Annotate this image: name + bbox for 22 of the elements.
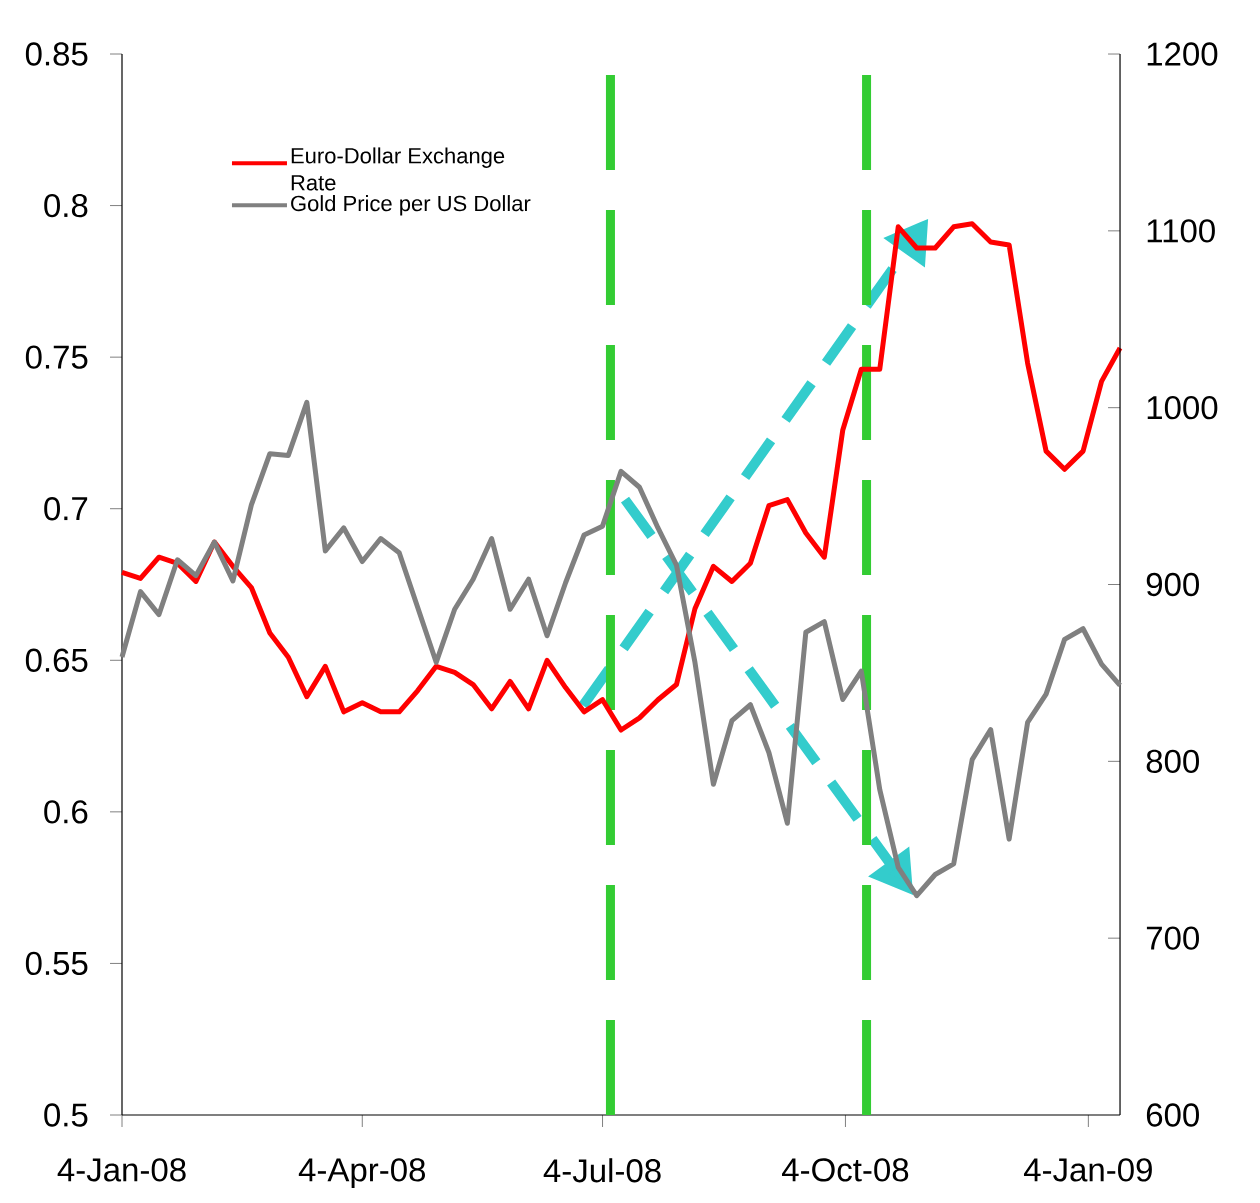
y2-tick-label: 900 [1146,572,1199,597]
x-tick-label: 4-Jul-08 [543,1158,661,1183]
y2-tick-label: 1000 [1147,395,1218,420]
legend-label: Gold Price per US Dollar [291,195,531,216]
y-tick-label: 0.65 [25,648,88,672]
y2-tick-label: 600 [1146,1103,1199,1127]
y2-tick-label: 700 [1146,926,1199,950]
y-tick-label: 0.7 [44,497,88,521]
y-tick-label: 0.5 [44,1103,88,1127]
x-tick-label: 4-Oct-08 [782,1158,909,1182]
y-tick-label: 0.55 [25,951,88,976]
y-tick-label: 0.6 [44,800,88,824]
y2-tick-label: 1200 [1147,42,1218,66]
x-tick-label: 4-Apr-08 [298,1158,426,1189]
y-tick-label: 0.75 [25,345,88,369]
y2-tick-label: 800 [1146,749,1199,774]
x-tick-label: 4-Jan-08 [57,1158,186,1182]
y-tick-label: 0.85 [25,42,88,66]
y-tick-label: 0.8 [44,193,88,218]
legend-label: Euro-Dollar Exchange Rate [291,147,505,191]
y2-tick-label: 1100 [1147,219,1215,243]
x-tick-label: 4-Jan-09 [1023,1158,1152,1182]
